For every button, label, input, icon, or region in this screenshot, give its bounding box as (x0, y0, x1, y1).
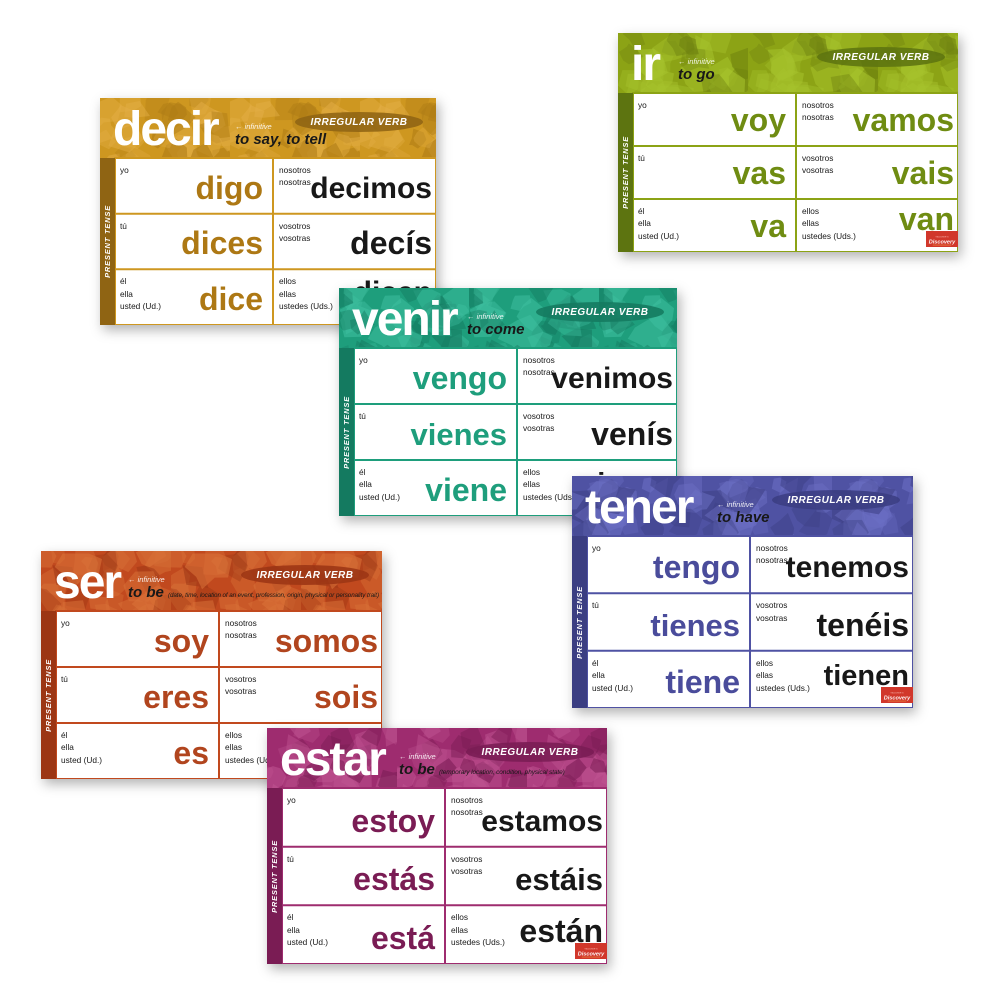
svg-text:TEACHER’S: TEACHER’S (890, 692, 904, 695)
svg-text:TEACHER’S: TEACHER’S (584, 948, 598, 951)
svg-text:TEACHER’S: TEACHER’S (935, 236, 949, 239)
